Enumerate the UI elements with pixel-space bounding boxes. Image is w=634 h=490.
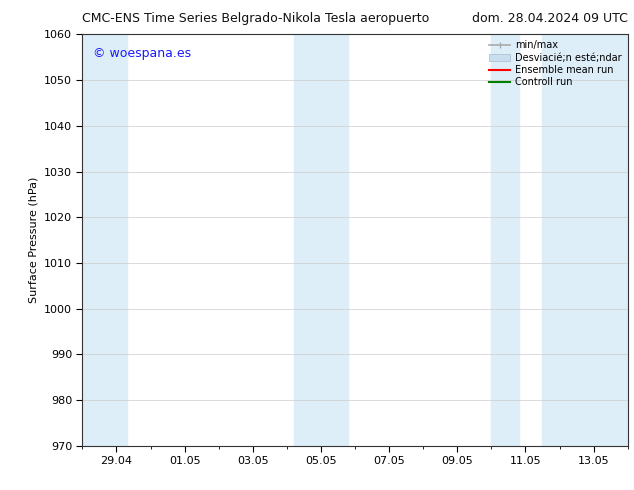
Bar bbox=[294, 34, 348, 446]
Text: © woespana.es: © woespana.es bbox=[93, 47, 191, 60]
Bar bbox=[491, 34, 519, 446]
Y-axis label: Surface Pressure (hPa): Surface Pressure (hPa) bbox=[29, 177, 38, 303]
Bar bbox=[82, 34, 127, 446]
Text: dom. 28.04.2024 09 UTC: dom. 28.04.2024 09 UTC bbox=[472, 12, 628, 25]
Text: CMC-ENS Time Series Belgrado-Nikola Tesla aeropuerto: CMC-ENS Time Series Belgrado-Nikola Tesl… bbox=[82, 12, 430, 25]
Legend: min/max, Desviacié;n esté;ndar, Ensemble mean run, Controll run: min/max, Desviacié;n esté;ndar, Ensemble… bbox=[485, 36, 626, 91]
Bar bbox=[543, 34, 628, 446]
